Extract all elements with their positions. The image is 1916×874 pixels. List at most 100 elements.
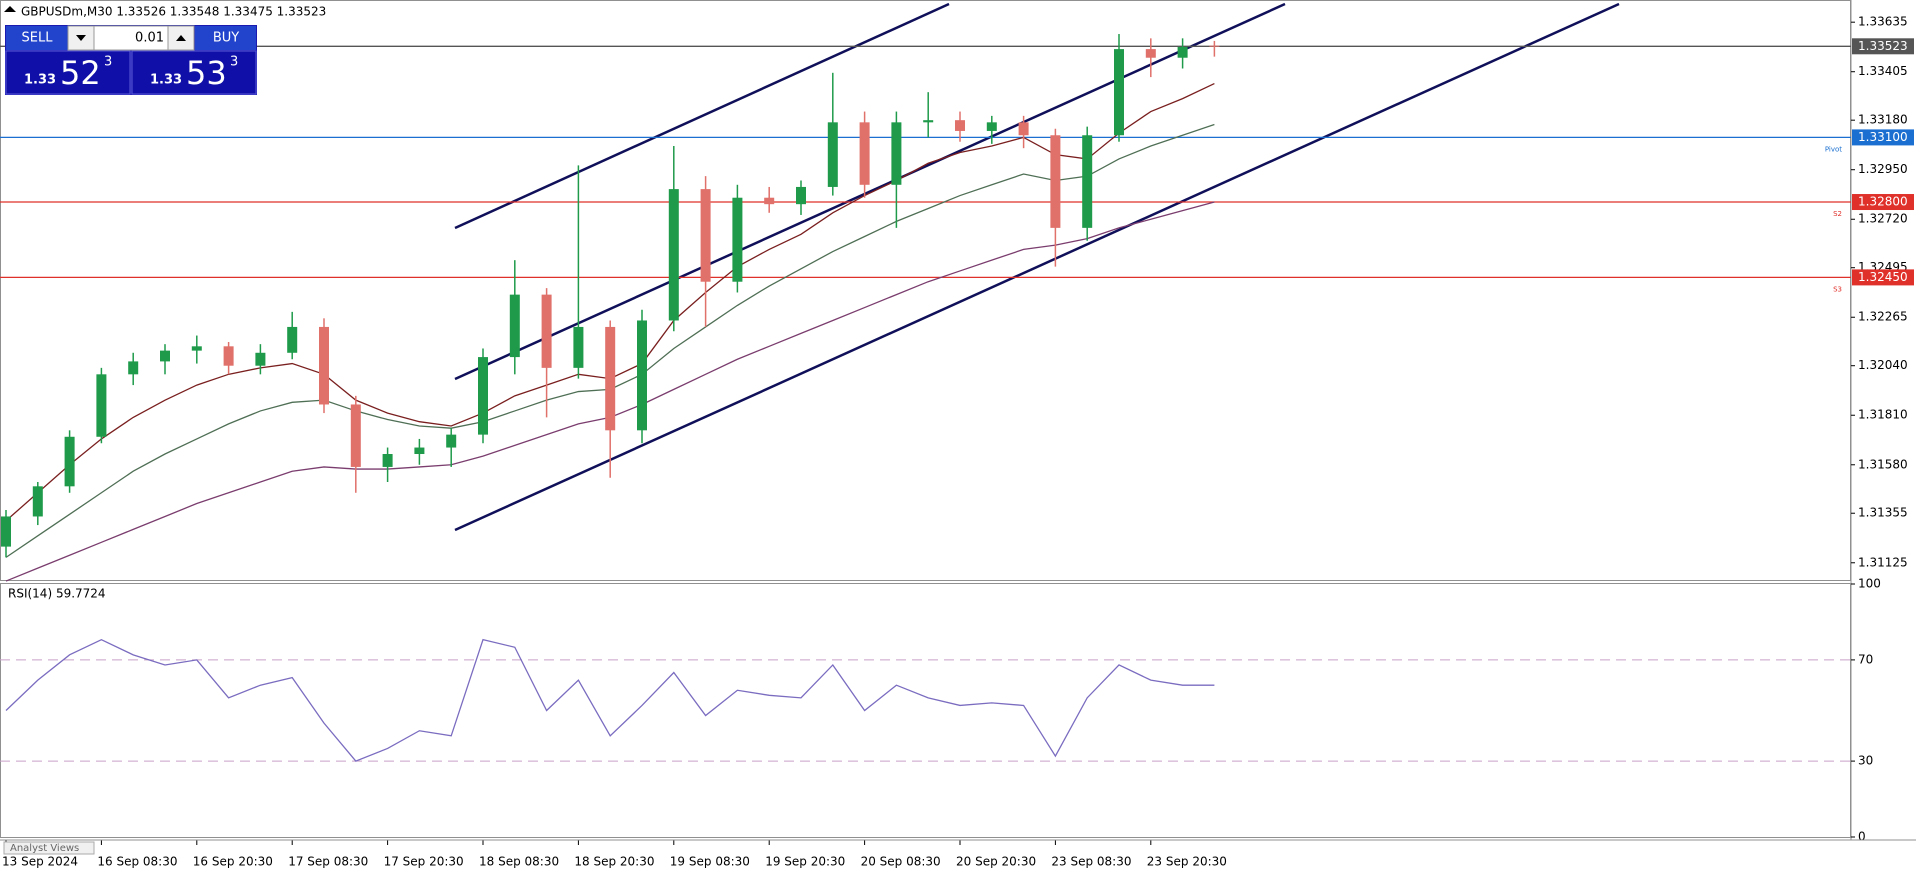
x-tick-label: 19 Sep 20:30	[765, 855, 845, 869]
candle-body	[923, 120, 934, 123]
ask-pips: 53	[186, 54, 227, 92]
y-tick-label: 1.32720	[1858, 212, 1908, 226]
lot-up-icon	[176, 35, 186, 41]
plot: 1.33635 1.33405 1.33180 1.32950 1.32720 1.324…	[0, 15, 1914, 869]
bid-base: 1.33	[24, 73, 56, 88]
level-tag: S3	[1833, 285, 1842, 293]
candle-body	[255, 352, 266, 366]
candle-body	[859, 122, 870, 185]
candle-body	[96, 374, 107, 437]
level-tag: Pivot	[1825, 145, 1842, 153]
buy-label[interactable]: BUY	[213, 31, 239, 46]
y-tick-label: 1.31580	[1858, 457, 1908, 471]
x-tick-label: 17 Sep 20:30	[384, 855, 464, 869]
lot-value: 0.01	[135, 31, 164, 46]
level-label: 1.33100	[1858, 130, 1908, 144]
y-tick-label: 70	[1858, 652, 1873, 666]
ask-box[interactable]	[131, 50, 257, 95]
level-label: 1.33523	[1858, 39, 1908, 53]
sell-button[interactable]	[6, 26, 68, 50]
candle-body	[668, 189, 679, 321]
trade-panel: SELL 0.01 BUY 1.33 52 3 1.33 53 3	[5, 25, 257, 95]
candle-body	[796, 186, 806, 205]
candle-body	[573, 326, 584, 368]
candle-body	[764, 197, 775, 205]
bid-pips: 52	[60, 54, 101, 92]
bid-point: 3	[104, 55, 112, 70]
ask-point: 3	[230, 55, 238, 70]
level-label: 1.32800	[1858, 195, 1908, 209]
rsi-line	[5, 638, 1215, 762]
collapse-icon	[4, 6, 16, 12]
level-label-bg	[1852, 269, 1914, 286]
y-tick-label: 1.33180	[1858, 113, 1908, 127]
candle-body	[605, 326, 616, 431]
candle-body	[446, 434, 457, 448]
level-tag: S2	[1833, 210, 1842, 218]
candle-body	[191, 346, 202, 351]
level-label-bg	[1852, 129, 1914, 146]
candle-body	[319, 326, 329, 405]
candle-body	[1209, 45, 1220, 47]
ask-base: 1.33	[150, 73, 182, 88]
y-tick-label: 1.31125	[1858, 555, 1908, 569]
level-label-bg	[1852, 194, 1914, 211]
x-tick-label: 23 Sep 20:30	[1147, 855, 1227, 869]
candle-body	[287, 326, 298, 353]
candle-body	[637, 320, 647, 431]
candle-body	[32, 486, 43, 517]
level-label-bg	[1852, 38, 1914, 55]
y-tick-label: 1.31355	[1858, 506, 1908, 520]
x-tick-label: 18 Sep 08:30	[479, 855, 559, 869]
y-tick-label: 1.32040	[1858, 358, 1908, 372]
y-tick-label: 0	[1858, 830, 1866, 844]
trend-channel	[454, 2, 1620, 532]
sell-label[interactable]: SELL	[22, 31, 54, 46]
candle-body	[700, 189, 711, 282]
candle-body	[382, 454, 393, 467]
tab-label[interactable]: Analyst Views	[10, 843, 79, 854]
x-tick-label: 17 Sep 08:30	[288, 855, 368, 869]
candle-body	[223, 346, 234, 366]
tab[interactable]	[3, 841, 95, 855]
lot-down-icon	[76, 35, 86, 41]
candle-body	[1177, 46, 1188, 58]
candle-body	[827, 122, 838, 187]
candle-body	[509, 294, 520, 358]
candle-body	[986, 122, 997, 131]
candle-body	[541, 294, 552, 368]
candle-body	[160, 350, 170, 362]
x-tick-label: 20 Sep 20:30	[956, 855, 1036, 869]
y-tick-label: 1.32950	[1858, 162, 1908, 176]
bid-box[interactable]	[5, 50, 131, 95]
lot-input[interactable]	[93, 25, 169, 51]
candle-body	[732, 197, 743, 282]
x-tick-label: 18 Sep 20:30	[574, 855, 654, 869]
candle-body	[1114, 49, 1124, 136]
candle-body	[1082, 135, 1093, 228]
candle-body	[891, 122, 902, 185]
y-tick-label: 30	[1858, 754, 1873, 768]
candle-body	[414, 447, 425, 455]
y-tick-label: 1.31810	[1858, 408, 1908, 422]
x-tick-label: 20 Sep 08:30	[861, 855, 941, 869]
candle-body	[64, 436, 75, 487]
rsi-title: RSI(14) 59.7724	[8, 587, 106, 601]
x-tick-label: 23 Sep 08:30	[1051, 855, 1131, 869]
x-tick-label: 16 Sep 20:30	[193, 855, 273, 869]
y-tick-label: 1.33405	[1858, 64, 1908, 78]
x-tick-label: 13 Sep 2024	[2, 855, 78, 869]
buy-button[interactable]	[195, 26, 256, 50]
chart-title: GBPUSDm,M30 1.33526 1.33548 1.33475 1.33…	[21, 5, 326, 19]
level-label: 1.32450	[1858, 270, 1908, 284]
candle-body	[1018, 122, 1029, 136]
candle-body	[350, 404, 361, 467]
y-tick-label: 1.33635	[1858, 15, 1908, 29]
candle-body	[1145, 49, 1156, 58]
main-panel	[0, 0, 1851, 581]
candle-body	[128, 361, 139, 375]
x-tick-label: 16 Sep 08:30	[97, 855, 177, 869]
candle-body	[955, 120, 965, 131]
x-tick-label: 19 Sep 08:30	[670, 855, 750, 869]
